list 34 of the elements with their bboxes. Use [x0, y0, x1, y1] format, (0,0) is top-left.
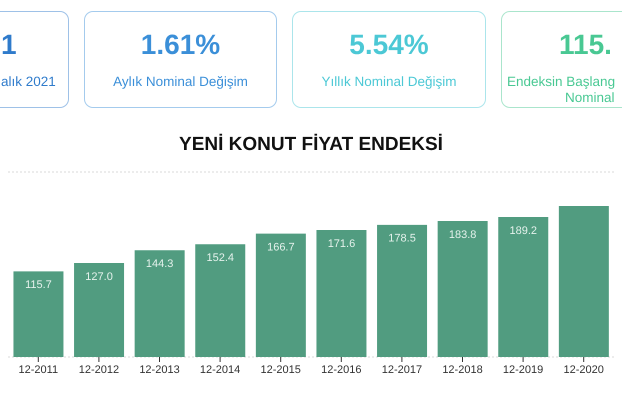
x-tick-label: 12-2020 — [564, 364, 604, 376]
x-tick-label: 12-2018 — [442, 364, 483, 376]
data-label: 183.8 — [448, 228, 476, 241]
x-tick-label: 12-2014 — [200, 364, 240, 376]
data-label: 178.5 — [388, 232, 416, 245]
kpi-card: 5.54% Yıllık Nominal Değişim — [292, 11, 486, 108]
x-tick-label: 12-2017 — [382, 364, 422, 376]
bar — [438, 220, 488, 357]
x-tick-label: 12-2016 — [321, 364, 362, 376]
x-tick-label: 12-2019 — [502, 364, 544, 376]
x-tick-label: 12-2013 — [139, 364, 180, 376]
data-label: 144.3 — [146, 258, 174, 270]
data-label: 171.6 — [328, 238, 356, 250]
data-label: 115.7 — [25, 279, 52, 292]
bar — [377, 224, 428, 357]
bar — [195, 244, 246, 357]
kpi-card: 1.61% Aylık Nominal Değişim — [84, 11, 277, 108]
bar — [256, 234, 306, 357]
bar — [74, 263, 124, 357]
kpi-card: 1 alık 2021 — [0, 11, 69, 108]
kpi-card: 115. Endeksin Başlang Nominal — [501, 11, 622, 108]
x-tick-label: 12-2011 — [18, 364, 58, 376]
chart-title: YENİ KONUT FİYAT ENDEKSİ — [178, 134, 444, 156]
bar — [316, 230, 366, 357]
data-label: 152.4 — [206, 252, 234, 264]
data-label: 189.2 — [509, 224, 538, 237]
bar — [498, 216, 548, 357]
bar — [13, 271, 64, 357]
data-label: 127.0 — [85, 270, 113, 283]
bar — [558, 206, 609, 357]
bar — [134, 250, 185, 357]
x-tick-label: 12-2015 — [260, 364, 301, 376]
data-label: 166.7 — [267, 241, 295, 254]
x-tick-label: 12-2012 — [78, 364, 120, 376]
